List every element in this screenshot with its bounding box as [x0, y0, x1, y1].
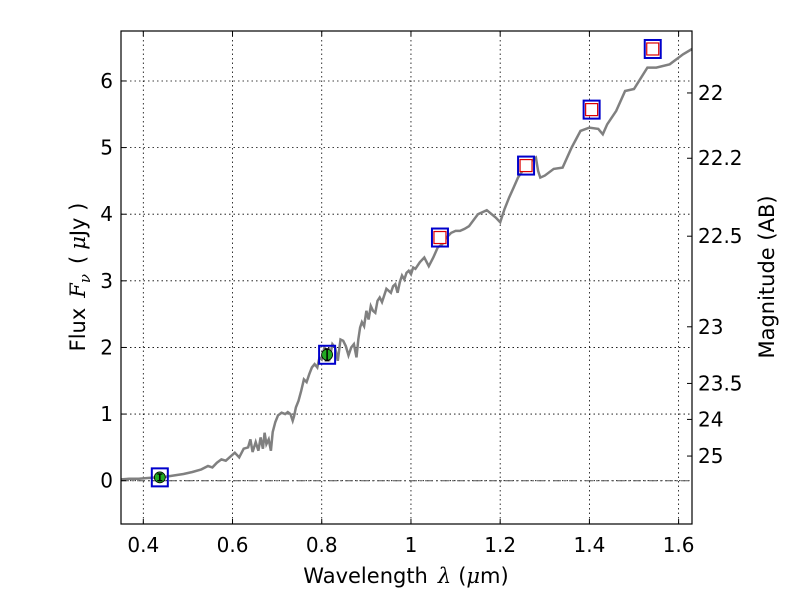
y-axis-label: FluxFν(μJy ) [66, 203, 94, 352]
synthetic-band-marker-outer [430, 227, 449, 248]
y-tick-label: 6 [100, 69, 113, 93]
y-axis-ticks: 0 1 2 3 4 5 6 [100, 69, 126, 493]
synthetic-band-marker-inner [646, 42, 660, 56]
y-tick-label: 2 [100, 335, 113, 359]
right-axis-label: Magnitude (AB) [755, 195, 779, 358]
model-spectrum-line [120, 47, 693, 481]
right-tick-label: 22.2 [698, 146, 743, 170]
photometry-markers [150, 38, 662, 488]
y-tick-label: 1 [100, 402, 113, 426]
y-tick-label: 5 [100, 136, 113, 160]
x-tick-label: 1 [405, 533, 418, 557]
grid-lines [121, 31, 692, 524]
synthetic-band-marker-outer [582, 99, 601, 120]
x-tick-label: 1.6 [663, 533, 695, 557]
synthetic-band-marker-outer [517, 155, 536, 176]
x-tick-label: 0.8 [306, 533, 338, 557]
y-tick-label: 0 [100, 469, 113, 493]
right-tick-label: 22 [698, 81, 723, 105]
right-tick-label: 23.5 [698, 371, 743, 395]
synthetic-band-marker-inner [519, 158, 533, 173]
measured-band-marker-box [318, 344, 337, 365]
measured-band-marker-box [150, 467, 169, 488]
synthetic-band-marker-inner [585, 103, 599, 117]
x-tick-label: 0.6 [217, 533, 249, 557]
x-axis-label: Wavelength λ (μm) [303, 564, 508, 588]
x-tick-label: 1.4 [573, 533, 605, 557]
x-tick-label: 0.4 [127, 533, 159, 557]
y-tick-label: 3 [100, 269, 113, 293]
right-tick-label: 22.5 [698, 224, 743, 248]
right-tick-label: 24 [698, 407, 723, 431]
right-tick-label: 23 [698, 315, 723, 339]
right-axis-ticks: 22 22.2 22.5 23 23.5 24 25 [687, 81, 743, 468]
synthetic-band-marker-outer [643, 38, 662, 59]
y-tick-label: 4 [100, 202, 113, 226]
right-tick-label: 25 [698, 444, 723, 468]
x-axis-ticks: 0.4 0.6 0.8 1 1.2 1.4 1.6 [127, 31, 695, 557]
plot-frame [120, 30, 693, 525]
synthetic-band-marker-inner [433, 230, 447, 245]
x-tick-label: 1.2 [484, 533, 516, 557]
